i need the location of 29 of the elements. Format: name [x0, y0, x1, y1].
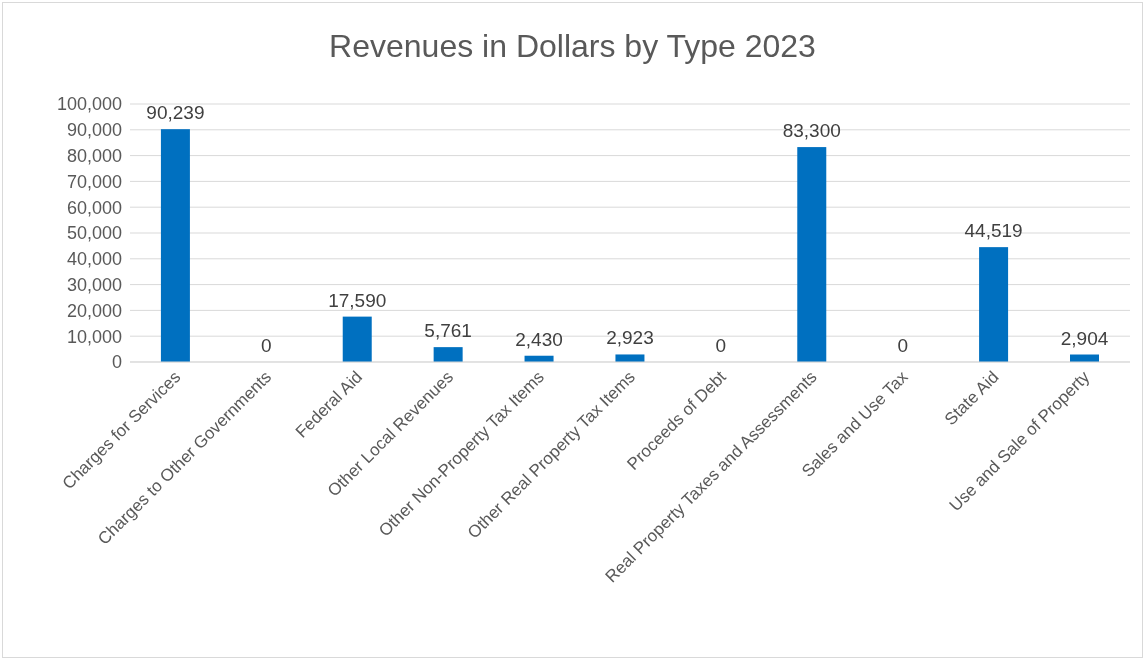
data-label: 44,519	[964, 220, 1023, 242]
y-tick-label: 90,000	[66, 120, 122, 141]
y-tick-label: 40,000	[66, 249, 122, 270]
bar	[615, 354, 645, 362]
bar	[160, 129, 190, 362]
data-label: 83,300	[782, 120, 841, 142]
data-label: 5,761	[424, 320, 472, 342]
y-tick-label: 10,000	[66, 326, 122, 347]
y-tick-label: 30,000	[66, 274, 122, 295]
bar	[342, 316, 372, 362]
data-label: 2,904	[1060, 327, 1109, 349]
data-label: 2,923	[606, 327, 654, 349]
bar	[979, 247, 1009, 362]
y-tick-label: 0	[111, 352, 122, 373]
y-tick-label: 80,000	[66, 145, 122, 166]
data-label: 0	[897, 335, 908, 356]
data-label: 0	[715, 335, 727, 356]
data-label: 2,430	[515, 328, 563, 350]
data-label: 17,590	[328, 289, 387, 311]
y-tick-label: 50,000	[66, 223, 122, 244]
bar	[433, 347, 463, 362]
y-tick-label: 100,000	[56, 94, 122, 115]
chart-title: Revenues in Dollars by Type 2023	[328, 28, 817, 65]
data-label: 0	[261, 335, 272, 356]
y-tick-label: 60,000	[66, 197, 122, 218]
bar	[797, 147, 827, 362]
data-label: 90,239	[146, 102, 205, 124]
y-tick-label: 70,000	[66, 171, 122, 192]
y-tick-label: 20,000	[66, 300, 122, 321]
